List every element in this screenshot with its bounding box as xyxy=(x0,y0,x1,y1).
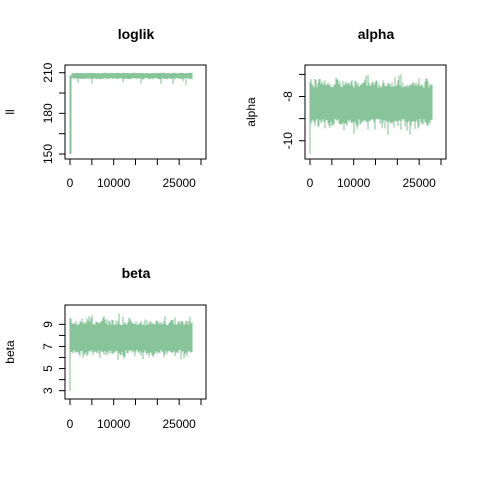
panel-title: beta xyxy=(122,265,151,281)
y-tick-label: 9 xyxy=(41,321,55,328)
y-axis-label: alpha xyxy=(244,97,258,127)
y-axis-label: ll xyxy=(3,109,17,114)
trace-path xyxy=(69,72,193,154)
x-tick-label: 10000 xyxy=(337,176,371,190)
x-tick-label: 25000 xyxy=(162,417,196,431)
x-tick-label: 10000 xyxy=(97,417,131,431)
y-tick-label: 150 xyxy=(41,144,55,164)
panel-title: alpha xyxy=(358,26,395,42)
y-tick-label: 7 xyxy=(41,343,55,350)
trace-path xyxy=(69,313,193,391)
trace-line xyxy=(309,74,433,154)
trace-panel-beta: beta beta 0 10000 25000 3 5 7 9 xyxy=(3,265,207,431)
y-tick-label: 3 xyxy=(41,387,55,394)
trace-path xyxy=(309,74,433,154)
x-tick-label: 25000 xyxy=(162,176,196,190)
x-tick-label: 0 xyxy=(307,176,314,190)
trace-line xyxy=(69,313,193,391)
y-tick-label: -10 xyxy=(281,132,295,150)
y-tick-label: 210 xyxy=(41,62,55,82)
y-tick-label: -8 xyxy=(281,91,295,102)
y-axis-label: beta xyxy=(3,340,17,364)
x-tick-label: 0 xyxy=(67,417,74,431)
y-tick-label: 180 xyxy=(41,103,55,123)
x-tick-label: 10000 xyxy=(97,176,131,190)
trace-panel-loglik: loglik ll 0 10000 25000 150 180 210 xyxy=(3,26,207,190)
y-tick-label: 5 xyxy=(41,365,55,372)
trace-line xyxy=(69,72,193,154)
panel-title: loglik xyxy=(118,26,155,42)
x-tick-label: 0 xyxy=(67,176,74,190)
x-tick-label: 25000 xyxy=(402,176,436,190)
trace-panel-alpha: alpha alpha 0 10000 25000 -10 -8 xyxy=(244,26,447,190)
